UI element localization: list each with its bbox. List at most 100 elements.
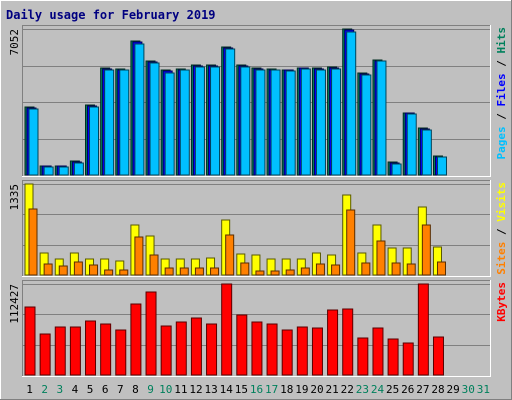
bar-pages-day-1 [28,108,39,176]
x-tick-label-day-9: 9 [147,383,154,396]
x-tick-label-day-11: 11 [174,383,187,396]
x-tick-label-day-18: 18 [280,383,293,396]
chart-panels: 7052 Pages / Files / Hits 1335 Sites / Visi… [8,25,508,377]
bar-sites-day-19 [300,267,310,276]
bar-sites-day-8 [134,236,144,276]
legend-entry: KBytes [495,282,508,322]
bar-kbytes-day-2 [39,333,51,376]
bar-sites-day-20 [315,263,325,276]
bar-kbytes-day-15 [236,314,248,376]
bar-pages-day-2 [43,166,54,176]
bar-sites-day-14 [225,234,235,276]
bar-sites-day-27 [421,224,431,276]
bar-sites-day-6 [104,269,114,276]
bar-kbytes-day-23 [357,337,369,376]
bar-sites-day-15 [240,262,250,276]
bar-sites-day-1 [28,208,38,276]
bar-kbytes-day-22 [342,308,354,376]
bar-sites-day-26 [406,263,416,276]
bar-kbytes-day-24 [372,327,384,376]
x-tick-label-day-6: 6 [102,383,109,396]
bar-kbytes-day-25 [387,338,399,376]
bar-pages-day-15 [240,66,251,176]
bar-pages-day-17 [270,69,281,176]
legend-entry: Hits [495,27,508,54]
bar-kbytes-day-7 [115,329,127,376]
x-tick-label-day-29: 29 [447,383,460,396]
legend-entry: / [495,107,508,127]
bar-pages-day-4 [73,162,84,176]
x-tick-label-day-14: 14 [220,383,234,396]
x-tick-label-day-17: 17 [265,383,278,396]
x-tick-label-day-19: 19 [295,383,308,396]
bar-pages-day-20 [315,69,326,176]
bar-pages-day-12 [194,66,205,176]
y-max-label-bottom: 112427 [8,284,21,324]
bar-kbytes-day-14 [221,283,233,376]
x-tick-label-day-16: 16 [250,383,263,396]
bar-pages-day-25 [391,163,402,176]
bar-sites-day-18 [285,269,295,276]
bar-sites-day-3 [58,265,68,276]
bar-kbytes-day-18 [281,329,293,376]
x-tick-label-day-26: 26 [401,383,414,396]
bar-pages-day-18 [285,70,296,176]
bar-kbytes-day-21 [327,309,339,376]
bar-kbytes-day-27 [417,283,429,376]
bar-sites-day-12 [194,267,204,276]
legend-entry: Visits [495,182,508,222]
bar-sites-day-2 [43,263,53,276]
bar-kbytes-day-5 [85,320,97,376]
bar-pages-day-24 [376,60,387,176]
x-tick-label-day-2: 2 [41,383,48,396]
bar-kbytes-day-11 [175,321,187,376]
bar-kbytes-day-17 [266,323,278,376]
bar-sites-day-16 [255,270,265,276]
x-tick-label-day-24: 24 [371,383,385,396]
bar-kbytes-day-20 [311,327,323,376]
x-tick-label-day-31: 31 [477,383,490,396]
bar-sites-day-17 [270,270,280,276]
bar-pages-day-11 [179,69,190,176]
bar-sites-day-7 [119,269,129,276]
bar-pages-day-22 [346,31,357,176]
bar-kbytes-day-13 [206,323,218,376]
bar-kbytes-day-1 [24,306,36,376]
bar-pages-day-14 [225,48,236,176]
panel-bottom: 112427 KBytes [8,280,508,377]
x-tick-label-day-23: 23 [356,383,369,396]
bar-pages-day-26 [406,113,417,176]
x-tick-label-day-15: 15 [235,383,248,396]
bar-sites-day-4 [73,261,83,276]
x-tick-label-day-22: 22 [341,383,354,396]
bar-kbytes-day-8 [130,303,142,376]
y-max-label-middle: 1335 [8,184,21,211]
bar-sites-day-9 [149,254,159,276]
bar-sites-day-23 [361,262,371,276]
legend-entry: Files [495,73,508,106]
bar-kbytes-day-10 [160,325,172,376]
bar-sites-day-13 [210,267,220,276]
bar-kbytes-day-26 [402,342,414,376]
bar-pages-day-3 [58,166,69,176]
bar-pages-day-10 [164,72,175,176]
x-tick-label-day-7: 7 [117,383,124,396]
x-tick-label-day-12: 12 [189,383,202,396]
bar-sites-day-25 [391,262,401,276]
legend-entry: / [495,222,508,242]
legend-entry: Pages [495,126,508,159]
bar-sites-day-28 [436,261,446,276]
panel-middle: 1335 Sites / Visits [8,180,508,277]
bar-pages-day-28 [436,156,447,176]
bar-kbytes-day-3 [54,326,66,376]
bar-kbytes-day-12 [190,317,202,376]
legend-middle: Sites / Visits [495,182,508,275]
x-tick-label-day-4: 4 [72,383,79,396]
bar-sites-day-11 [179,267,189,276]
bar-kbytes-day-28 [432,336,444,376]
chart-title: Daily usage for February 2019 [6,8,216,22]
x-tick-label-day-30: 30 [462,383,475,396]
bar-sites-day-5 [89,264,99,276]
x-tick-label-day-21: 21 [326,383,339,396]
